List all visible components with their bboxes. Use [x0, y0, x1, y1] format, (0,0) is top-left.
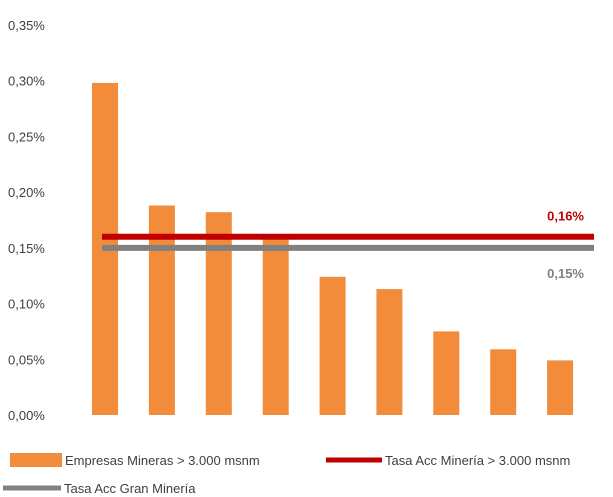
y-tick-label: 0,15%	[8, 241, 45, 256]
y-tick-label: 0,20%	[8, 185, 45, 200]
bar	[262, 234, 289, 415]
reference-line-label: 0,15%	[547, 266, 584, 281]
bar	[148, 205, 175, 415]
y-tick-label: 0,10%	[8, 297, 45, 312]
y-tick-label: 0,30%	[8, 74, 45, 89]
legend-swatch-bar	[10, 453, 62, 467]
legend-label: Empresas Mineras > 3.000 msnm	[65, 453, 260, 468]
bars	[92, 82, 574, 416]
legend-label: Tasa Acc Minería > 3.000 msnm	[385, 453, 570, 468]
reference-line-label: 0,16%	[547, 209, 584, 224]
y-tick-label: 0,00%	[8, 408, 45, 423]
bar	[319, 276, 346, 415]
reference-lines: 0,16% 0,15%	[102, 209, 594, 281]
y-tick-label: 0,25%	[8, 129, 45, 144]
legend: Empresas Mineras > 3.000 msnm Tasa Acc Mi…	[3, 453, 570, 496]
y-tick-label: 0,05%	[8, 352, 45, 367]
y-tick-label: 0,35%	[8, 18, 45, 33]
bar	[547, 360, 574, 415]
bar	[490, 349, 517, 415]
bar	[205, 212, 232, 415]
y-axis: 0,00% 0,05% 0,10% 0,15% 0,20% 0,25% 0,30% 0,35%	[8, 18, 45, 423]
bar	[376, 289, 403, 415]
bar	[433, 331, 460, 415]
legend-label: Tasa Acc Gran Minería	[64, 481, 196, 496]
